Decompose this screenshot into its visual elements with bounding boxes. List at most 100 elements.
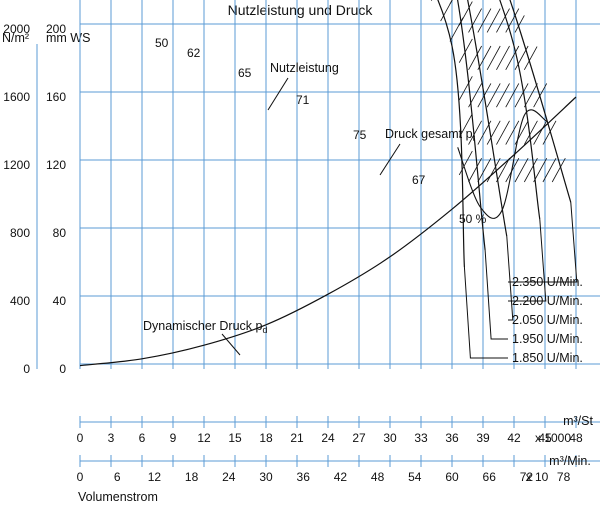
hatch-line xyxy=(542,158,557,183)
x2-tick: 0 xyxy=(77,470,84,484)
x1-tick: 15 xyxy=(228,431,242,445)
x1-tick: 3 xyxy=(108,431,115,445)
y-tick-right: 120 xyxy=(46,158,66,172)
x1-tick: 45 xyxy=(538,431,552,445)
hatch-line xyxy=(496,120,510,145)
x2-tick: 12 xyxy=(148,470,162,484)
chart-title: Nutzleistung und Druck xyxy=(228,2,374,18)
dynamic-pressure-pointer xyxy=(221,333,241,356)
y-tick-right: 80 xyxy=(53,226,67,240)
pressure-curve xyxy=(467,0,508,237)
hatch-line xyxy=(505,120,520,145)
efficiency-label: 67 xyxy=(412,173,426,187)
hatch-line xyxy=(449,0,453,5)
x2-tick: 18 xyxy=(185,470,199,484)
speed-label-leaders xyxy=(463,202,578,359)
pressure-curve xyxy=(499,0,541,220)
hatch-line xyxy=(496,45,510,70)
hatch-line xyxy=(514,15,525,33)
y-tick-left: 1200 xyxy=(3,158,30,172)
x2-tick: 54 xyxy=(408,470,422,484)
pressure-curve xyxy=(457,0,486,251)
hatch-line xyxy=(523,158,538,183)
plot-grid xyxy=(79,0,600,369)
y-tick-left: 400 xyxy=(10,294,30,308)
hatch-line xyxy=(486,45,501,70)
x-multiplier-2: x 10 xyxy=(526,470,549,484)
y-tick-left: 1600 xyxy=(3,90,30,104)
y-tick-left: 0 xyxy=(23,362,30,376)
hatch-line xyxy=(486,120,501,145)
hatch-line xyxy=(523,83,538,108)
x1-tick: 33 xyxy=(414,431,428,445)
x1-tick: 0 xyxy=(77,431,84,445)
x2-tick: 48 xyxy=(371,470,385,484)
hatch-line xyxy=(477,8,492,33)
hatch-line xyxy=(505,45,520,70)
y-ticks-right: 6005605204804404003603202802402001601208… xyxy=(46,22,67,376)
efficiency-label: 50 xyxy=(155,36,169,50)
x1-tick: 42 xyxy=(507,431,521,445)
x2-tick: 6 xyxy=(114,470,121,484)
speed-label: 1.850 U/Min. xyxy=(512,351,583,365)
pressure-curve xyxy=(509,0,572,203)
x2-tick: 24 xyxy=(222,470,236,484)
y-tick-left: 800 xyxy=(10,226,30,240)
efficiency-isolines xyxy=(457,109,547,219)
x-axis-m3-per-hour: 0 3 6 9 12 15 18 21 24 27 30 33 36 39 42 45 48 xyxy=(77,416,600,445)
hatch-line xyxy=(486,83,501,108)
speed-leader xyxy=(508,202,578,283)
x2-tick: 30 xyxy=(259,470,273,484)
x-axis-m3-per-min: 0 6 12 18 24 30 36 42 48 54 60 66 72 78 xyxy=(77,455,600,484)
hatch-line xyxy=(468,120,482,145)
x1-tick: 21 xyxy=(290,431,304,445)
dynamic-pressure-label: Dynamischer Druck pd xyxy=(143,319,268,335)
speed-label: 2.200 U/Min. xyxy=(512,294,583,308)
x1-tick: 12 xyxy=(197,431,211,445)
efficiency-label: 62 xyxy=(187,46,201,60)
x1-tick: 24 xyxy=(321,431,335,445)
hatch-line xyxy=(486,8,501,33)
efficiency-label: 50 % xyxy=(459,212,487,226)
hatch-line xyxy=(533,158,548,183)
y-ticks-left: 6000560052004800440040003600320028002400… xyxy=(3,22,30,376)
hatch-line xyxy=(533,120,548,145)
hatch-line xyxy=(551,158,566,183)
efficiency-label: 75 xyxy=(353,128,367,142)
x1-tick: 18 xyxy=(259,431,273,445)
x2-tick: 66 xyxy=(483,470,497,484)
hatch-line xyxy=(505,8,520,33)
x-multiplier-1: x 1000 xyxy=(535,431,571,445)
y-tick-right: 40 xyxy=(53,294,67,308)
druck-gesamt-pointer xyxy=(379,143,401,176)
x2-tick: 36 xyxy=(297,470,311,484)
speed-leader xyxy=(506,236,514,321)
y-unit-left: N/m² xyxy=(2,31,29,45)
hatch-line xyxy=(458,150,473,176)
hatch-line xyxy=(477,158,492,183)
speed-label: 2.350 U/Min. xyxy=(512,275,583,289)
speed-labels: 2.350 U/Min. 2.200 U/Min. 2.050 U/Min. 1.95… xyxy=(512,275,583,365)
x2-tick: 78 xyxy=(557,470,571,484)
nutzleistung-label: Nutzleistung xyxy=(270,61,339,75)
y-tick-right: 160 xyxy=(46,90,66,104)
y-tick-right: 200 xyxy=(46,22,66,36)
efficiency-labels: 50 62 65 71 75 67 50 % xyxy=(155,36,487,226)
hatch-line xyxy=(505,83,520,108)
x1-tick: 30 xyxy=(383,431,397,445)
hatch-line xyxy=(477,45,492,70)
y-tick-left: 2000 xyxy=(3,22,30,36)
speed-leader xyxy=(484,249,508,340)
hatch-line xyxy=(458,38,473,63)
nutzleistung-pointer xyxy=(267,77,289,111)
x1-tick: 27 xyxy=(352,431,366,445)
x2-tick: 60 xyxy=(445,470,459,484)
speed-label: 1.950 U/Min. xyxy=(512,332,583,346)
hatch-line xyxy=(514,158,529,183)
x1-tick: 48 xyxy=(569,431,583,445)
x1-tick: 39 xyxy=(476,431,490,445)
efficiency-label: 65 xyxy=(238,66,252,80)
hatch-line xyxy=(496,83,510,108)
x2-tick: 42 xyxy=(334,470,348,484)
